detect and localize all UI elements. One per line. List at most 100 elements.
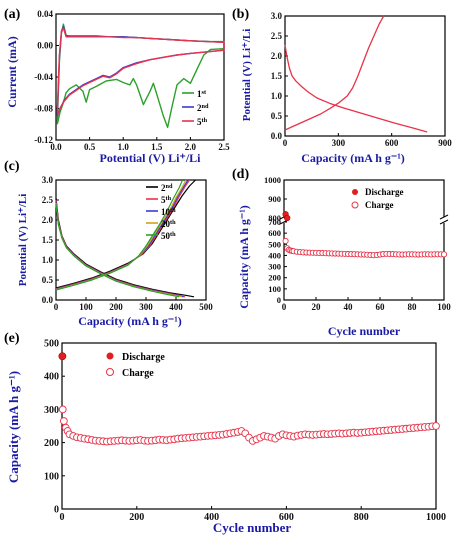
plot-e: 0 200 400 600 800 1000 0 100 200 300 400 500 Dischar…	[44, 339, 446, 524]
c-xtick-label: 0	[54, 302, 59, 312]
b-curve-1	[284, 15, 385, 131]
c-discharge-50th	[55, 203, 180, 298]
d-ytick-label: 200	[268, 273, 281, 283]
a-series-5th	[56, 27, 225, 116]
d-ylabel: Capacity (mA h g⁻¹)	[237, 205, 251, 309]
a-xtick-label: 2.5	[218, 142, 230, 152]
e-ytick-label: 0	[54, 505, 59, 516]
a-legend-label: 2nd	[197, 103, 209, 114]
e-ytick-label: 500	[44, 339, 59, 350]
e-charge-point	[60, 417, 68, 425]
d-axis-break-mark	[439, 214, 449, 220]
e-ytick-label: 300	[44, 405, 59, 416]
plot-c: 0 100 200 300 400 500 0.0 0.5 1.0 1.5 2.0 2.5 3.0 2nd…	[42, 175, 214, 312]
e-xtick-label: 200	[129, 512, 144, 523]
a-ytick-label: -0.12	[34, 135, 53, 145]
d-ytick-label: 0	[277, 295, 281, 305]
d-ytick-label: 100	[268, 284, 281, 294]
d-xlabel: Cycle number	[328, 324, 401, 338]
d-ytick-label: 500	[268, 239, 281, 249]
e-xtick-label: 600	[279, 512, 294, 523]
d-ytick-label: 800	[268, 213, 281, 223]
b-ytick-label: 3.0	[271, 11, 283, 21]
e-frame	[61, 342, 437, 510]
panel-label-d: (d)	[232, 167, 249, 182]
d-ytick-label: 400	[268, 250, 281, 260]
d-legend-charge-marker	[351, 201, 359, 209]
e-charge-point	[58, 405, 67, 414]
e-charge-point	[432, 422, 440, 430]
e-ytick-label: 200	[44, 438, 59, 449]
plot-d: 0 20 40 60 80 1000100200300400500600700800900…	[264, 175, 451, 312]
d-ytick-label: 300	[268, 262, 281, 272]
a-ytick-label: 0.04	[37, 9, 53, 19]
d-axis-break-gap	[440, 217, 448, 223]
e-discharge-point	[58, 352, 67, 361]
d-xtick-label: 80	[408, 302, 418, 312]
e-legend-charge-marker	[106, 368, 114, 376]
d-charge-point	[282, 237, 289, 244]
b-ylabel: Potential (V) Li⁺/Li	[241, 29, 253, 122]
d-ytick-label: 700	[268, 217, 281, 227]
plot-a: 0.0 0.5 1.0 1.5 2.0 2.5 0.04 0.00 -0.04 -0.08 -0.1…	[34, 9, 230, 152]
b-ytick-label: 1.5	[271, 71, 283, 81]
c-xtick-label: 100	[79, 302, 93, 312]
a-legend-label: 1st	[197, 89, 207, 100]
panel-label-c: (c)	[4, 159, 20, 174]
c-legend-label: 50th	[161, 231, 176, 242]
c-xlabel: Capacity (mA h g⁻¹)	[78, 314, 182, 328]
b-frame	[284, 15, 446, 137]
c-ytick-label: 1.0	[42, 255, 54, 265]
c-ylabel: Potential (V) Li⁺/Li	[17, 194, 29, 287]
b-curve-0	[284, 44, 428, 133]
panel-label-a: (a)	[4, 7, 21, 22]
a-legend-label: 5th	[197, 117, 208, 128]
b-ytick-label: 0.0	[271, 131, 283, 141]
d-charge-point	[440, 251, 448, 258]
d-ytick-label: 900	[268, 194, 281, 204]
c-legend-label: 2nd	[161, 183, 173, 194]
c-charge-2nd	[55, 179, 196, 289]
c-legend-label: 10th	[161, 207, 176, 218]
panel-label-e: (e)	[4, 331, 20, 346]
e-xtick-label: 1000	[426, 512, 446, 523]
b-xlabel: Capacity (mA h g⁻¹)	[301, 151, 405, 165]
b-ytick-label: 2.5	[271, 31, 283, 41]
c-xtick-label: 300	[139, 302, 153, 312]
d-legend-charge-label: Charge	[365, 200, 394, 210]
a-ytick-label: -0.08	[34, 104, 53, 114]
d-legend-discharge-label: Discharge	[365, 187, 404, 197]
b-xtick-label: 300	[332, 138, 346, 148]
plot-b: 0 300 600 900 0.0 0.5 1.0 1.5 2.0 2.5 3.0	[271, 11, 453, 148]
e-ytick-label: 100	[44, 471, 59, 482]
a-ylabel: Current (mA)	[5, 36, 19, 107]
a-xtick-label: 2.0	[185, 142, 197, 152]
c-xtick-label: 500	[199, 302, 213, 312]
c-ytick-label: 2.0	[42, 215, 54, 225]
d-frame	[283, 179, 445, 301]
d-ytick-label: 1000	[264, 175, 281, 185]
a-xtick-label: 0.0	[50, 142, 62, 152]
e-xtick-label: 400	[204, 512, 219, 523]
c-ytick-label: 3.0	[42, 175, 54, 185]
c-legend-label: 5th	[161, 195, 172, 206]
c-ytick-label: 0.5	[42, 275, 54, 285]
a-xtick-label: 1.0	[118, 142, 130, 152]
c-charge-50th	[55, 179, 184, 291]
d-xtick-label: 0	[282, 302, 287, 312]
c-ytick-label: 1.5	[42, 235, 54, 245]
a-ytick-label: 0.00	[37, 41, 53, 51]
e-legend-charge-label: Charge	[122, 368, 154, 379]
d-axis-break-mark	[439, 219, 449, 225]
e-xtick-label: 800	[354, 512, 369, 523]
e-legend-discharge-marker	[106, 352, 114, 360]
e-xtick-label: 0	[60, 512, 65, 523]
e-legend-discharge-label: Discharge	[122, 352, 165, 363]
c-ytick-label: 0.0	[42, 295, 54, 305]
b-xtick-label: 0	[283, 138, 288, 148]
a-ytick-label: -0.04	[34, 72, 53, 82]
e-ylabel: Capacity (mA h g⁻¹)	[6, 371, 21, 483]
d-xtick-label: 40	[344, 302, 354, 312]
c-legend-label: 20th	[161, 219, 176, 230]
